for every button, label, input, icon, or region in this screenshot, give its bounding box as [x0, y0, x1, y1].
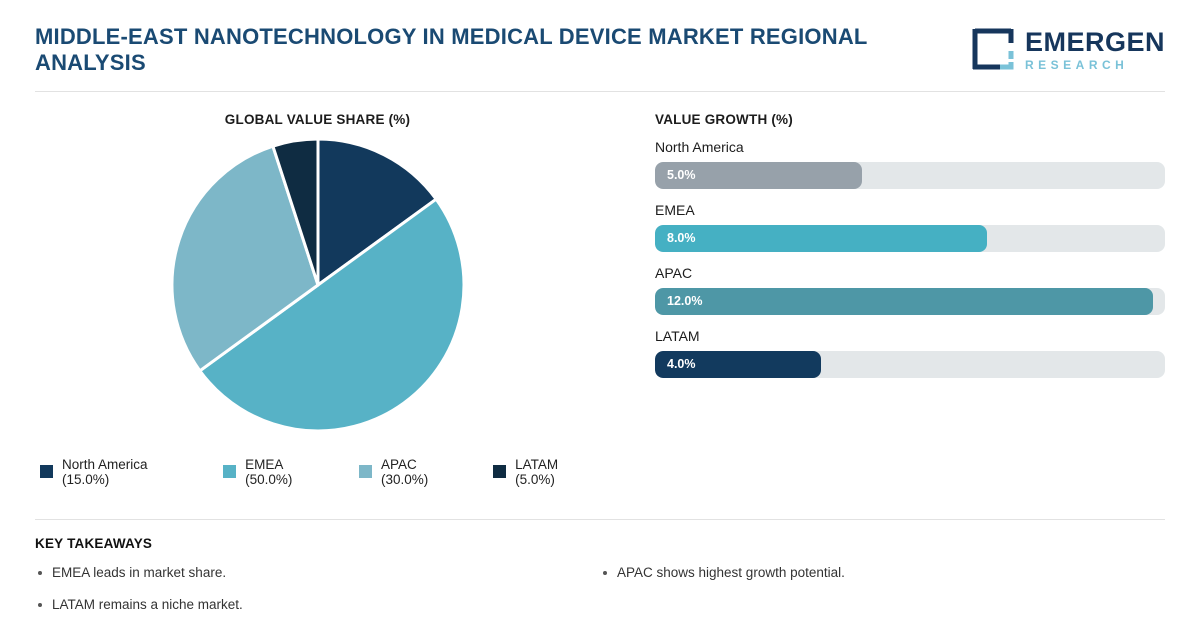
bar-fill-north-america: 5.0% [655, 161, 863, 189]
takeaways-right-column: APAC shows highest growth potential. [600, 565, 1165, 620]
bar-track: 4.0% [655, 350, 1165, 378]
page-title: MIDDLE-EAST NANOTECHNOLOGY IN MEDICAL DE… [35, 24, 868, 76]
bar-region-label: LATAM [655, 327, 700, 344]
legend-label: APAC (30.0%) [381, 456, 429, 487]
legend-label: LATAM (5.0%) [515, 456, 559, 487]
bar-group-emea: EMEA 8.0% [655, 202, 1165, 252]
legend-item-apac: APAC (30.0%) [359, 457, 466, 487]
legend-label: North America (15.0%) [62, 456, 148, 487]
pie-chart-section: GLOBAL VALUE SHARE (%) North America (15… [35, 92, 600, 487]
logo-subtitle: RESEARCH [1024, 58, 1129, 72]
bar-chart-title: VALUE GROWTH (%) [655, 111, 793, 127]
bar-value-label: 4.0% [667, 357, 696, 372]
emergen-logo: EMERGEN RESEARCH [971, 26, 1165, 72]
bar-region-label: APAC [655, 264, 693, 281]
emergen-logo-icon [972, 28, 1014, 70]
key-takeaways-heading: KEY TAKEAWAYS [35, 535, 153, 551]
takeaway-item: LATAM remains a niche market. [35, 597, 600, 612]
legend-swatch [359, 465, 372, 479]
bar-track: 12.0% [655, 287, 1165, 315]
legend-item-latam: LATAM (5.0%) [493, 457, 600, 487]
bar-fill-emea: 8.0% [655, 224, 987, 252]
bullet-icon [603, 570, 607, 575]
takeaway-item: APAC shows highest growth potential. [600, 565, 1165, 580]
header: MIDDLE-EAST NANOTECHNOLOGY IN MEDICAL DE… [0, 0, 1200, 77]
key-takeaways-section: KEY TAKEAWAYS EMEA leads in market share… [0, 536, 1200, 620]
bullet-icon [38, 602, 42, 607]
pie-chart [170, 137, 465, 433]
pie-legend: North America (15.0%) EMEA (50.0%) APAC (3… [40, 457, 600, 487]
pie-slice-north-america [316, 137, 438, 287]
logo-name: EMERGEN [1024, 27, 1165, 57]
bar-group-apac: APAC 12.0% [655, 265, 1165, 315]
bar-value-label: 12.0% [667, 294, 703, 309]
bar-region-label: North America [655, 138, 744, 155]
takeaways-columns: EMEA leads in market share. LATAM remains… [35, 565, 1165, 620]
legend-swatch [493, 465, 507, 479]
bar-track: 8.0% [655, 224, 1165, 252]
bar-fill-apac: 12.0% [655, 287, 1153, 315]
pie-slice-latam [270, 137, 319, 287]
charts-row: GLOBAL VALUE SHARE (%) North America (15… [0, 92, 1200, 487]
takeaway-text: EMEA leads in market share. [52, 564, 227, 580]
legend-swatch [40, 465, 53, 479]
takeaway-item: EMEA leads in market share. [35, 565, 600, 580]
takeaway-text: LATAM remains a niche market. [52, 596, 243, 612]
bar-fill-latam: 4.0% [655, 350, 821, 378]
bar-chart: North America 5.0% EMEA 8.0% APAC 12.0% LATAM 4… [655, 139, 1165, 378]
takeaway-text: APAC shows highest growth potential. [617, 564, 845, 580]
bar-group-north-america: North America 5.0% [655, 139, 1165, 189]
legend-item-emea: EMEA (50.0%) [223, 457, 332, 487]
pie-slice-apac [170, 144, 319, 373]
emergen-logo-text: EMERGEN RESEARCH [1024, 26, 1165, 73]
bar-group-latam: LATAM 4.0% [655, 328, 1165, 378]
legend-item-north-america: North America (15.0%) [40, 457, 196, 487]
bar-value-label: 5.0% [667, 168, 696, 183]
bar-chart-section: VALUE GROWTH (%) North America 5.0% EMEA 8.… [655, 92, 1165, 487]
bullet-icon [38, 570, 42, 575]
bar-value-label: 8.0% [667, 231, 696, 246]
pie-chart-title: GLOBAL VALUE SHARE (%) [224, 111, 411, 127]
header-divider [35, 90, 1165, 92]
takeaways-divider [35, 518, 1165, 520]
legend-swatch [223, 465, 237, 479]
bar-track: 5.0% [655, 161, 1165, 189]
legend-label: EMEA (50.0%) [245, 456, 293, 487]
bar-region-label: EMEA [655, 201, 695, 218]
pie-slice-emea [197, 197, 465, 433]
takeaways-left-column: EMEA leads in market share. LATAM remains… [35, 565, 600, 620]
